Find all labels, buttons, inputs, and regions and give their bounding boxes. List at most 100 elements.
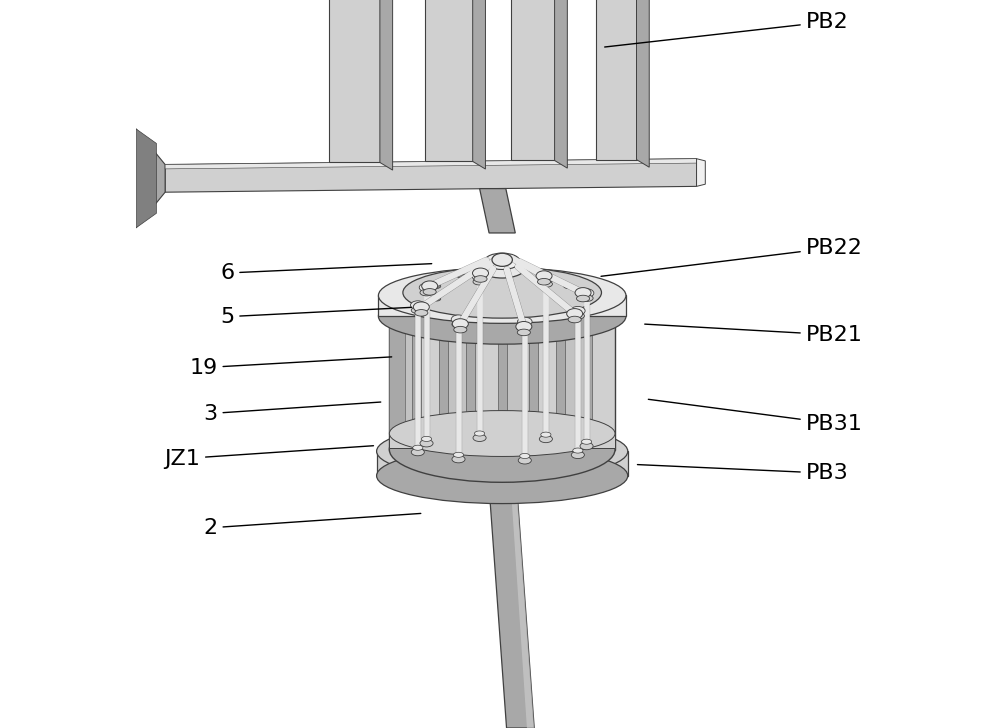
Ellipse shape	[473, 434, 486, 441]
Ellipse shape	[452, 319, 468, 329]
Ellipse shape	[571, 312, 584, 319]
Ellipse shape	[457, 274, 466, 278]
Polygon shape	[389, 307, 615, 449]
Ellipse shape	[420, 440, 433, 447]
Ellipse shape	[571, 451, 584, 459]
Polygon shape	[596, 0, 637, 159]
Ellipse shape	[498, 270, 507, 274]
Ellipse shape	[580, 295, 593, 301]
Polygon shape	[466, 307, 475, 449]
Ellipse shape	[415, 309, 428, 316]
Polygon shape	[555, 0, 567, 168]
Ellipse shape	[421, 436, 432, 441]
Ellipse shape	[576, 296, 590, 302]
Text: PB21: PB21	[645, 324, 863, 345]
Polygon shape	[412, 307, 421, 449]
Ellipse shape	[537, 278, 551, 285]
Ellipse shape	[422, 281, 438, 291]
Ellipse shape	[518, 456, 531, 464]
Polygon shape	[511, 0, 555, 160]
Ellipse shape	[564, 284, 572, 288]
Ellipse shape	[539, 281, 552, 288]
Ellipse shape	[389, 416, 615, 482]
Ellipse shape	[419, 283, 434, 292]
Ellipse shape	[472, 272, 487, 281]
Polygon shape	[498, 307, 507, 449]
Ellipse shape	[517, 329, 530, 336]
Ellipse shape	[418, 463, 429, 468]
Ellipse shape	[581, 439, 592, 444]
Polygon shape	[502, 307, 534, 449]
Ellipse shape	[389, 411, 615, 456]
Text: 2: 2	[203, 513, 421, 538]
Polygon shape	[584, 307, 592, 449]
Polygon shape	[439, 307, 448, 449]
Polygon shape	[389, 307, 405, 449]
Polygon shape	[637, 0, 649, 167]
Text: 19: 19	[189, 357, 392, 378]
Text: JZ1: JZ1	[164, 446, 373, 469]
Polygon shape	[488, 478, 534, 728]
Polygon shape	[480, 189, 515, 233]
Ellipse shape	[516, 322, 532, 332]
Ellipse shape	[579, 289, 594, 298]
Ellipse shape	[474, 276, 487, 282]
Ellipse shape	[411, 307, 424, 314]
Polygon shape	[165, 159, 697, 192]
Polygon shape	[473, 0, 485, 169]
Ellipse shape	[377, 424, 628, 479]
Polygon shape	[697, 159, 705, 186]
Ellipse shape	[389, 274, 615, 340]
Polygon shape	[329, 0, 380, 162]
Ellipse shape	[423, 288, 436, 295]
Ellipse shape	[432, 284, 441, 288]
Ellipse shape	[538, 274, 547, 278]
Ellipse shape	[403, 267, 601, 318]
Text: PB2: PB2	[605, 12, 849, 47]
Ellipse shape	[538, 452, 548, 457]
Ellipse shape	[378, 268, 626, 323]
Polygon shape	[389, 307, 416, 449]
Polygon shape	[136, 129, 165, 228]
Polygon shape	[389, 433, 615, 448]
Ellipse shape	[575, 288, 591, 298]
Ellipse shape	[452, 321, 465, 328]
Ellipse shape	[452, 456, 465, 463]
Ellipse shape	[484, 253, 520, 269]
Polygon shape	[561, 307, 588, 449]
Ellipse shape	[411, 448, 424, 456]
Polygon shape	[444, 307, 471, 449]
Ellipse shape	[413, 302, 429, 312]
Ellipse shape	[437, 454, 447, 459]
Ellipse shape	[432, 297, 441, 301]
Polygon shape	[165, 159, 697, 169]
Polygon shape	[510, 478, 534, 728]
Ellipse shape	[571, 306, 585, 315]
Text: 5: 5	[220, 306, 411, 327]
Ellipse shape	[420, 289, 433, 296]
Ellipse shape	[541, 432, 551, 438]
Ellipse shape	[485, 450, 495, 455]
Polygon shape	[556, 307, 565, 449]
Ellipse shape	[572, 459, 582, 464]
Text: PB22: PB22	[601, 237, 863, 277]
Ellipse shape	[479, 256, 526, 278]
Ellipse shape	[539, 274, 553, 283]
Polygon shape	[529, 307, 538, 449]
Polygon shape	[136, 129, 156, 228]
Ellipse shape	[567, 309, 583, 319]
Ellipse shape	[451, 315, 466, 324]
Ellipse shape	[580, 443, 593, 450]
Ellipse shape	[454, 326, 467, 333]
Text: 3: 3	[203, 402, 381, 424]
Ellipse shape	[473, 278, 486, 285]
Text: PB31: PB31	[648, 399, 863, 434]
Ellipse shape	[573, 448, 583, 453]
Polygon shape	[377, 451, 628, 476]
Ellipse shape	[539, 435, 552, 443]
Ellipse shape	[518, 323, 531, 330]
Ellipse shape	[413, 446, 423, 451]
Ellipse shape	[378, 288, 626, 344]
Text: PB3: PB3	[637, 463, 849, 483]
Ellipse shape	[568, 316, 581, 323]
